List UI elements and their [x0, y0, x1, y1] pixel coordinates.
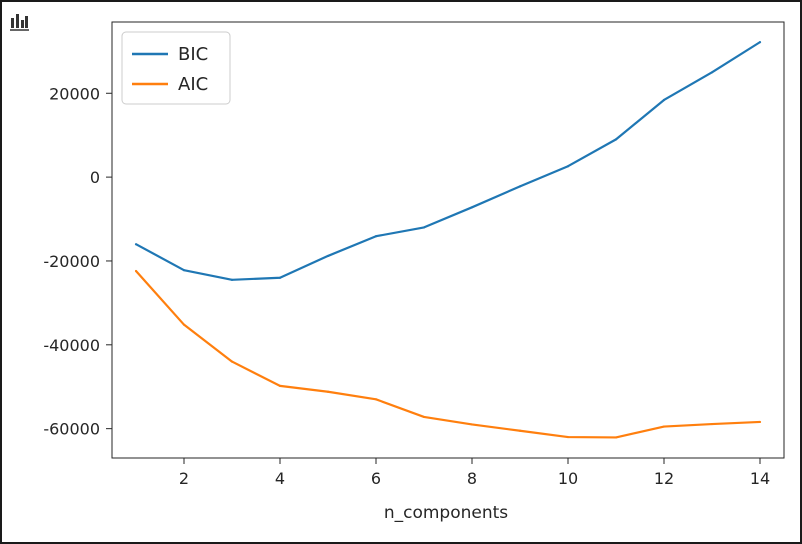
data-point-aic: [470, 423, 474, 426]
data-point-aic: [422, 415, 426, 419]
y-tick-label: -20000: [43, 252, 100, 271]
x-tick-label: 10: [558, 469, 578, 488]
data-point-aic: [518, 429, 522, 432]
data-point-bic: [422, 226, 426, 229]
y-tick-label: 20000: [49, 84, 100, 103]
data-point-aic: [758, 420, 762, 424]
data-point-bic: [182, 269, 186, 272]
data-point-bic: [566, 165, 570, 168]
data-point-bic: [758, 41, 762, 44]
data-point-aic: [278, 384, 282, 387]
data-point-bic: [470, 206, 474, 209]
x-axis-label: n_components: [384, 503, 508, 523]
data-point-bic: [230, 278, 234, 281]
data-point-aic: [230, 360, 234, 363]
y-tick-label: -40000: [43, 336, 100, 355]
x-tick-label: 4: [275, 469, 285, 488]
y-tick-label: -60000: [43, 420, 100, 439]
y-tick-label: 0: [90, 168, 100, 187]
legend-box: [121, 31, 231, 105]
series-line-aic: [135, 270, 761, 439]
data-point-bic: [278, 276, 282, 279]
data-point-aic: [182, 323, 186, 326]
bar-chart-icon[interactable]: [8, 10, 30, 32]
x-tick-label: 6: [371, 469, 381, 488]
data-point-aic: [134, 269, 138, 273]
x-tick-label: 2: [179, 469, 189, 488]
legend-label-bic: BIC: [178, 44, 208, 65]
legend-label-aic: AIC: [178, 74, 208, 95]
data-point-bic: [326, 254, 330, 258]
data-point-aic: [662, 425, 666, 428]
data-point-bic: [374, 235, 378, 238]
data-point-aic: [326, 390, 330, 393]
data-point-bic: [518, 185, 522, 188]
data-point-aic: [374, 398, 378, 401]
x-tick-label: 14: [750, 469, 770, 488]
data-point-bic: [614, 138, 618, 141]
data-point-aic: [566, 435, 570, 439]
data-point-bic: [134, 243, 138, 246]
data-point-aic: [710, 422, 714, 426]
data-point-aic: [614, 436, 618, 439]
data-point-bic: [710, 71, 714, 74]
series-line-bic: [135, 41, 761, 281]
data-point-bic: [662, 98, 666, 102]
x-tick-label: 12: [654, 469, 674, 488]
x-tick-label: 8: [467, 469, 477, 488]
plot-area-frame: [111, 21, 785, 459]
